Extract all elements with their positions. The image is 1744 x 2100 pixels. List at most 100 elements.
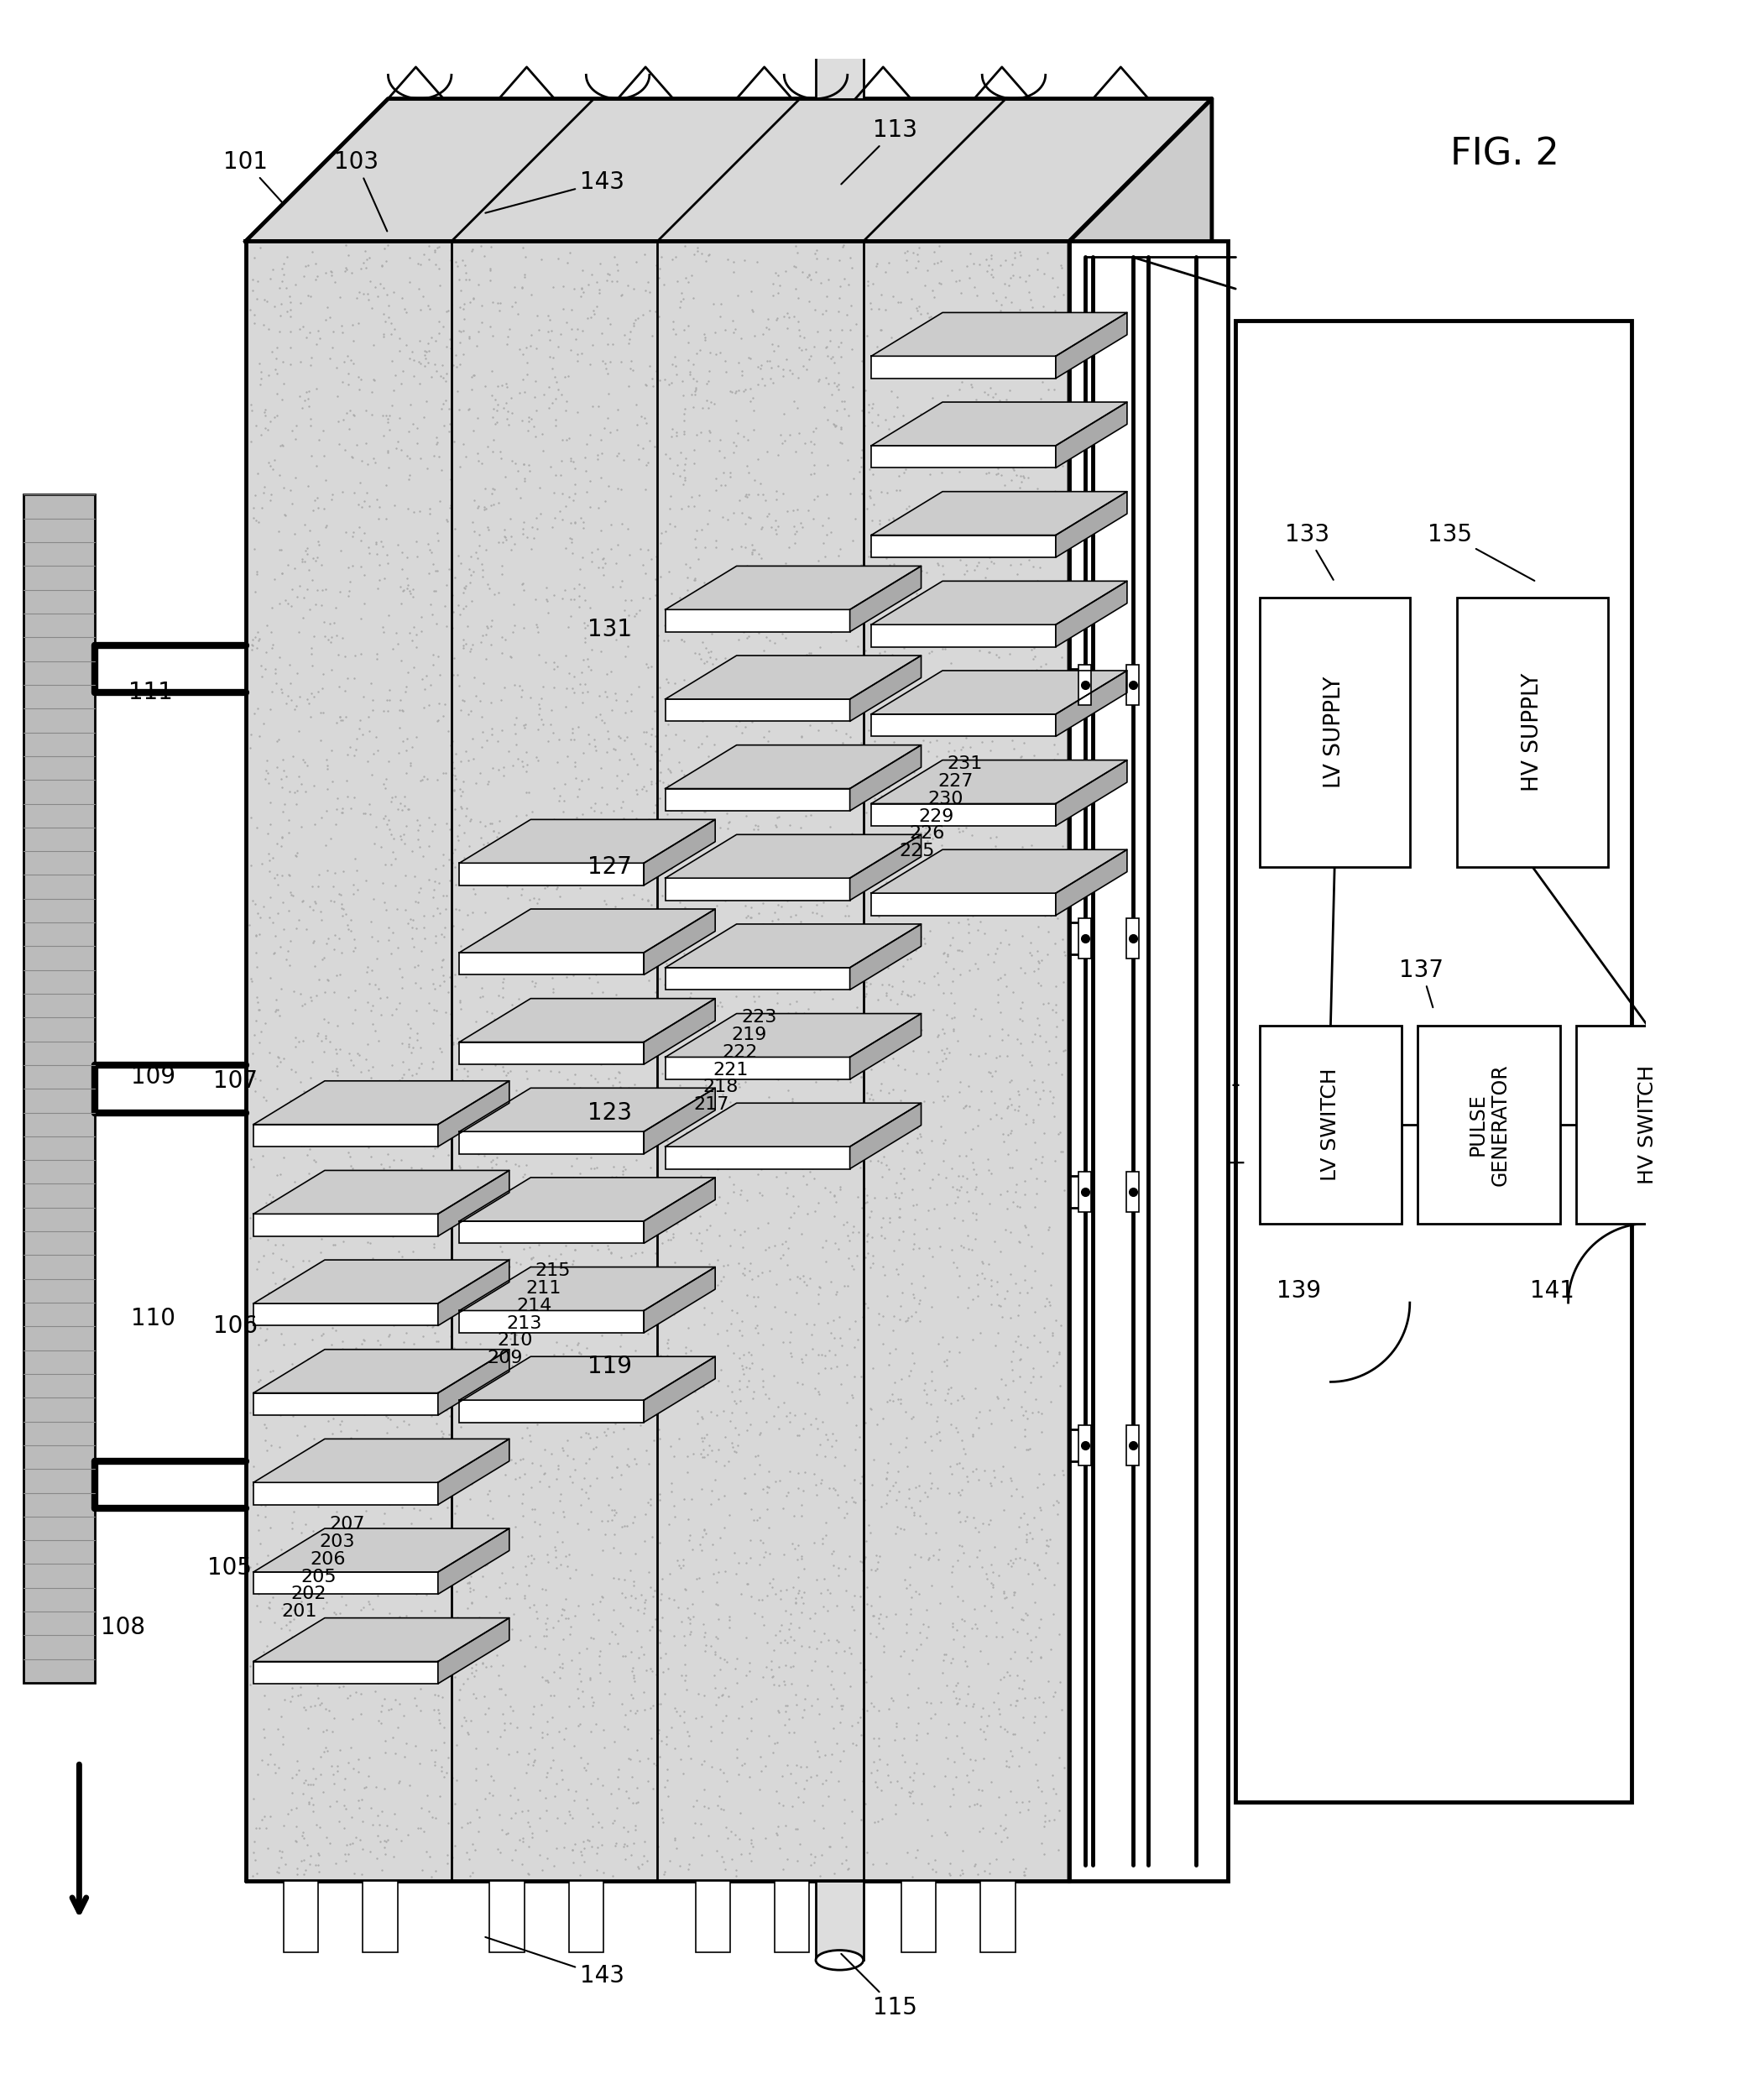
Polygon shape: [872, 670, 1127, 714]
Text: 230: 230: [928, 790, 963, 806]
Bar: [459, 1310, 644, 1334]
Polygon shape: [459, 1178, 715, 1220]
Bar: [872, 714, 1055, 737]
Text: 205: 205: [300, 1569, 337, 1586]
Polygon shape: [872, 760, 1127, 804]
Bar: [657, 242, 863, 1882]
Polygon shape: [872, 582, 1127, 624]
Text: -: -: [1231, 1073, 1240, 1096]
Polygon shape: [664, 924, 921, 968]
Bar: [902, 1882, 937, 1953]
Polygon shape: [644, 998, 715, 1065]
Text: 202: 202: [291, 1586, 326, 1602]
Polygon shape: [253, 1617, 509, 1661]
Polygon shape: [253, 1082, 509, 1124]
Polygon shape: [664, 1102, 921, 1147]
Polygon shape: [849, 1102, 921, 1170]
Polygon shape: [1055, 313, 1127, 378]
Polygon shape: [664, 834, 921, 878]
Text: 218: 218: [703, 1079, 738, 1096]
Bar: [1127, 918, 1139, 958]
Text: 211: 211: [525, 1281, 562, 1298]
Text: PULSE
GENERATOR: PULSE GENERATOR: [1467, 1063, 1510, 1186]
Polygon shape: [849, 745, 921, 811]
Polygon shape: [872, 850, 1127, 892]
Polygon shape: [438, 1260, 509, 1325]
Text: 106: 106: [213, 1315, 258, 1338]
Bar: [816, 1882, 863, 1959]
Polygon shape: [1069, 99, 1212, 1882]
Bar: [696, 1882, 731, 1953]
Polygon shape: [664, 567, 921, 609]
Text: 141: 141: [1529, 1279, 1575, 1302]
Polygon shape: [438, 1170, 509, 1237]
Polygon shape: [644, 1357, 715, 1422]
Bar: [1259, 1025, 1402, 1224]
Polygon shape: [253, 1438, 509, 1483]
Text: 113: 113: [841, 118, 917, 185]
Polygon shape: [253, 1170, 509, 1214]
Text: 123: 123: [588, 1100, 631, 1124]
Polygon shape: [459, 909, 715, 953]
Text: 210: 210: [497, 1331, 532, 1348]
Text: 137: 137: [1399, 958, 1444, 1008]
Polygon shape: [438, 1529, 509, 1594]
Polygon shape: [438, 1082, 509, 1147]
Text: 223: 223: [741, 1010, 776, 1027]
Text: 217: 217: [694, 1096, 729, 1113]
Bar: [459, 1401, 644, 1422]
Polygon shape: [438, 1617, 509, 1684]
Bar: [284, 1882, 319, 1953]
Polygon shape: [849, 834, 921, 901]
Text: HV SWITCH: HV SWITCH: [1638, 1065, 1657, 1184]
Ellipse shape: [816, 10, 863, 29]
Polygon shape: [459, 819, 715, 863]
Text: 203: 203: [319, 1533, 356, 1550]
Polygon shape: [644, 819, 715, 886]
Bar: [816, 19, 863, 99]
Bar: [980, 1882, 1015, 1953]
Text: 221: 221: [713, 1060, 748, 1077]
Bar: [872, 536, 1055, 556]
Bar: [253, 1661, 438, 1684]
Polygon shape: [849, 567, 921, 632]
Polygon shape: [664, 745, 921, 790]
Polygon shape: [1055, 760, 1127, 825]
Text: 222: 222: [722, 1044, 757, 1060]
Text: 226: 226: [909, 825, 945, 842]
Bar: [1080, 1426, 1092, 1466]
Text: 105: 105: [208, 1556, 251, 1579]
Bar: [664, 1147, 849, 1170]
Polygon shape: [664, 655, 921, 699]
Polygon shape: [459, 1088, 715, 1132]
Ellipse shape: [816, 1951, 863, 1970]
Text: 107: 107: [213, 1069, 258, 1092]
Bar: [863, 242, 1069, 1882]
Bar: [253, 1483, 438, 1506]
Polygon shape: [849, 924, 921, 989]
Polygon shape: [872, 401, 1127, 445]
Bar: [774, 1882, 809, 1953]
Bar: [253, 1304, 438, 1325]
Polygon shape: [849, 655, 921, 720]
Polygon shape: [664, 1014, 921, 1056]
Bar: [246, 242, 452, 1882]
Bar: [459, 1042, 644, 1065]
Text: 227: 227: [938, 773, 973, 790]
Polygon shape: [644, 1266, 715, 1334]
Text: LV SWITCH: LV SWITCH: [1320, 1069, 1341, 1180]
Text: 119: 119: [588, 1354, 631, 1378]
Bar: [253, 1214, 438, 1237]
Text: 214: 214: [516, 1298, 551, 1315]
Text: 131: 131: [588, 617, 631, 640]
Bar: [1080, 918, 1092, 958]
Bar: [1577, 1025, 1718, 1224]
Bar: [664, 968, 849, 989]
Text: 115: 115: [841, 1953, 917, 2020]
Polygon shape: [849, 1014, 921, 1079]
Polygon shape: [1055, 582, 1127, 647]
Bar: [459, 953, 644, 974]
Polygon shape: [1055, 850, 1127, 916]
Text: 206: 206: [310, 1552, 345, 1569]
Bar: [1235, 321, 1632, 1802]
